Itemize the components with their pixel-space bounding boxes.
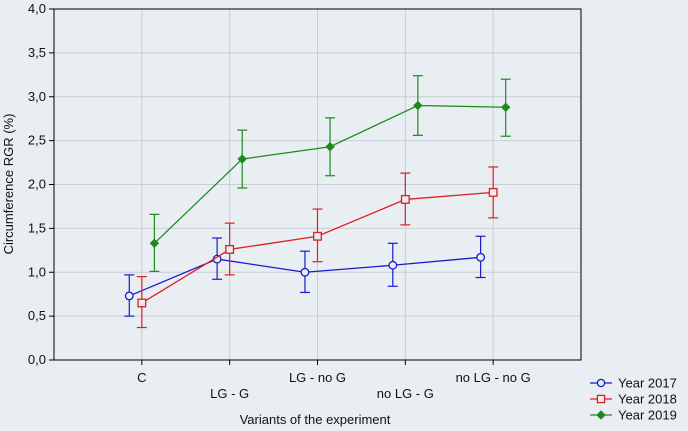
data-point [149,238,160,248]
y-tick-label: 2,0 [28,177,46,192]
data-point [300,267,310,277]
x-tick-label: no LG - no G [456,370,531,385]
data-point [400,194,410,204]
legend-label: Year 2017 [618,376,677,391]
data-point [501,102,511,112]
data-point [325,142,335,152]
y-tick-label: 0,0 [28,352,46,367]
legend-label: Year 2018 [618,392,677,407]
data-point [313,231,322,241]
x-tick-label: no LG - G [377,386,434,401]
x-axis: C LG - G LG - no G no LG - G no LG - no G [137,360,531,401]
data-point [237,154,247,164]
x-tick-label: LG - no G [289,370,346,385]
data-point [225,244,235,254]
legend-item: Year 2017 [590,376,677,391]
data-point [124,291,134,301]
y-tick-label: 1,0 [28,264,46,279]
y-axis-title: Circumference RGR (%) [1,114,16,255]
legend-marker [596,378,606,388]
data-point [488,187,498,197]
y-axis: 0,0 0,5 1,0 1,5 2,0 2,5 3,0 3,5 4,0 [28,1,54,367]
legend-label: Year 2019 [618,408,677,423]
series-year-2017 [124,235,486,317]
data-point [388,260,398,270]
y-tick-label: 3,5 [28,45,46,60]
data-point [413,100,423,111]
y-tick-label: 4,0 [28,1,46,16]
legend-item: Year 2018 [590,392,677,407]
legend-item: Year 2019 [590,408,677,423]
y-tick-label: 2,5 [28,133,46,148]
series-layer [124,75,511,329]
y-tick-label: 0,5 [28,308,46,323]
legend-marker [596,394,606,404]
x-tick-label: C [137,370,146,385]
series-year-2018 [136,166,499,329]
legend-marker [596,410,606,420]
x-tick-label: LG - G [210,386,249,401]
data-point [137,298,147,308]
data-point [476,252,486,262]
y-tick-label: 1,5 [28,220,46,235]
y-tick-label: 3,0 [28,89,46,104]
series-year-2019 [149,75,511,272]
x-axis-title: Variants of the experiment [240,412,391,427]
